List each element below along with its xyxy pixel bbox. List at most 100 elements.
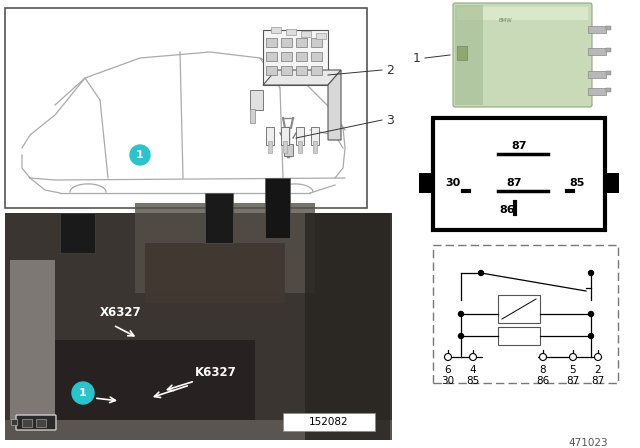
Text: 87: 87: [566, 376, 580, 386]
Text: 30: 30: [445, 178, 460, 188]
Bar: [305, 213, 390, 440]
Bar: [457, 7, 588, 20]
Bar: [433, 118, 605, 230]
Bar: [433, 245, 618, 383]
Bar: [205, 193, 233, 243]
Bar: [281, 127, 289, 145]
Bar: [145, 243, 285, 303]
Bar: [250, 109, 255, 123]
Bar: [498, 295, 540, 323]
Text: 87: 87: [591, 376, 605, 386]
Bar: [605, 173, 619, 193]
Text: 2: 2: [595, 365, 602, 375]
Bar: [263, 30, 328, 85]
Bar: [311, 127, 319, 145]
Text: 2: 2: [386, 64, 394, 77]
Text: X6327: X6327: [100, 306, 141, 319]
Bar: [498, 327, 540, 345]
Text: BMW: BMW: [498, 17, 512, 22]
Bar: [265, 178, 290, 238]
Bar: [455, 5, 483, 105]
FancyBboxPatch shape: [16, 415, 56, 430]
Bar: [284, 144, 293, 156]
Bar: [606, 48, 611, 52]
Bar: [419, 173, 433, 193]
Bar: [271, 27, 281, 33]
Bar: [281, 38, 292, 47]
Bar: [22, 419, 32, 427]
Text: 471023: 471023: [568, 438, 608, 448]
Text: 1: 1: [413, 52, 421, 65]
Polygon shape: [328, 70, 341, 140]
Bar: [606, 71, 611, 75]
Bar: [311, 38, 322, 47]
Bar: [296, 38, 307, 47]
Circle shape: [595, 353, 602, 361]
Bar: [296, 127, 304, 145]
Bar: [286, 29, 296, 35]
Text: 6: 6: [445, 365, 451, 375]
Bar: [313, 141, 317, 153]
Bar: [266, 38, 277, 47]
Text: 152082: 152082: [309, 417, 349, 427]
Text: 5: 5: [570, 365, 576, 375]
Bar: [250, 90, 263, 110]
Text: 30: 30: [442, 376, 454, 386]
Bar: [266, 66, 277, 75]
Circle shape: [72, 382, 94, 404]
Bar: [588, 26, 606, 33]
Bar: [296, 66, 307, 75]
Bar: [588, 88, 606, 95]
Bar: [283, 413, 375, 431]
Bar: [5, 420, 392, 440]
Circle shape: [130, 145, 150, 165]
Bar: [281, 66, 292, 75]
Bar: [5, 213, 392, 440]
Circle shape: [470, 353, 477, 361]
Bar: [301, 31, 311, 37]
Text: 85: 85: [570, 178, 585, 188]
Circle shape: [445, 353, 451, 361]
Bar: [266, 52, 277, 61]
Circle shape: [540, 353, 547, 361]
Text: 86: 86: [499, 205, 515, 215]
Bar: [311, 52, 322, 61]
Circle shape: [589, 271, 593, 276]
Bar: [457, 46, 467, 60]
Circle shape: [458, 333, 463, 339]
FancyBboxPatch shape: [453, 3, 592, 107]
Text: K6327: K6327: [195, 366, 237, 379]
Bar: [296, 52, 307, 61]
Text: 87: 87: [506, 178, 522, 188]
Text: 85: 85: [467, 376, 479, 386]
Bar: [5, 8, 367, 208]
Text: 8: 8: [540, 365, 547, 375]
Bar: [298, 141, 302, 153]
Circle shape: [458, 311, 463, 316]
Circle shape: [589, 333, 593, 339]
Bar: [588, 71, 606, 78]
Bar: [60, 213, 95, 253]
Polygon shape: [263, 70, 341, 85]
Bar: [316, 33, 326, 39]
Bar: [281, 52, 292, 61]
Bar: [11, 419, 17, 425]
Text: 1: 1: [79, 388, 87, 398]
Bar: [10, 260, 55, 440]
Circle shape: [570, 353, 577, 361]
Text: 4: 4: [470, 365, 476, 375]
Text: 1: 1: [136, 150, 144, 160]
Bar: [606, 26, 611, 30]
Bar: [268, 141, 272, 153]
Bar: [55, 340, 255, 440]
Text: 87: 87: [511, 141, 527, 151]
Circle shape: [589, 311, 593, 316]
Bar: [36, 419, 46, 427]
Bar: [266, 127, 274, 145]
Bar: [606, 88, 611, 92]
Text: 3: 3: [386, 113, 394, 126]
Bar: [283, 141, 287, 153]
Circle shape: [479, 271, 483, 276]
Bar: [135, 203, 315, 293]
Bar: [588, 48, 606, 55]
